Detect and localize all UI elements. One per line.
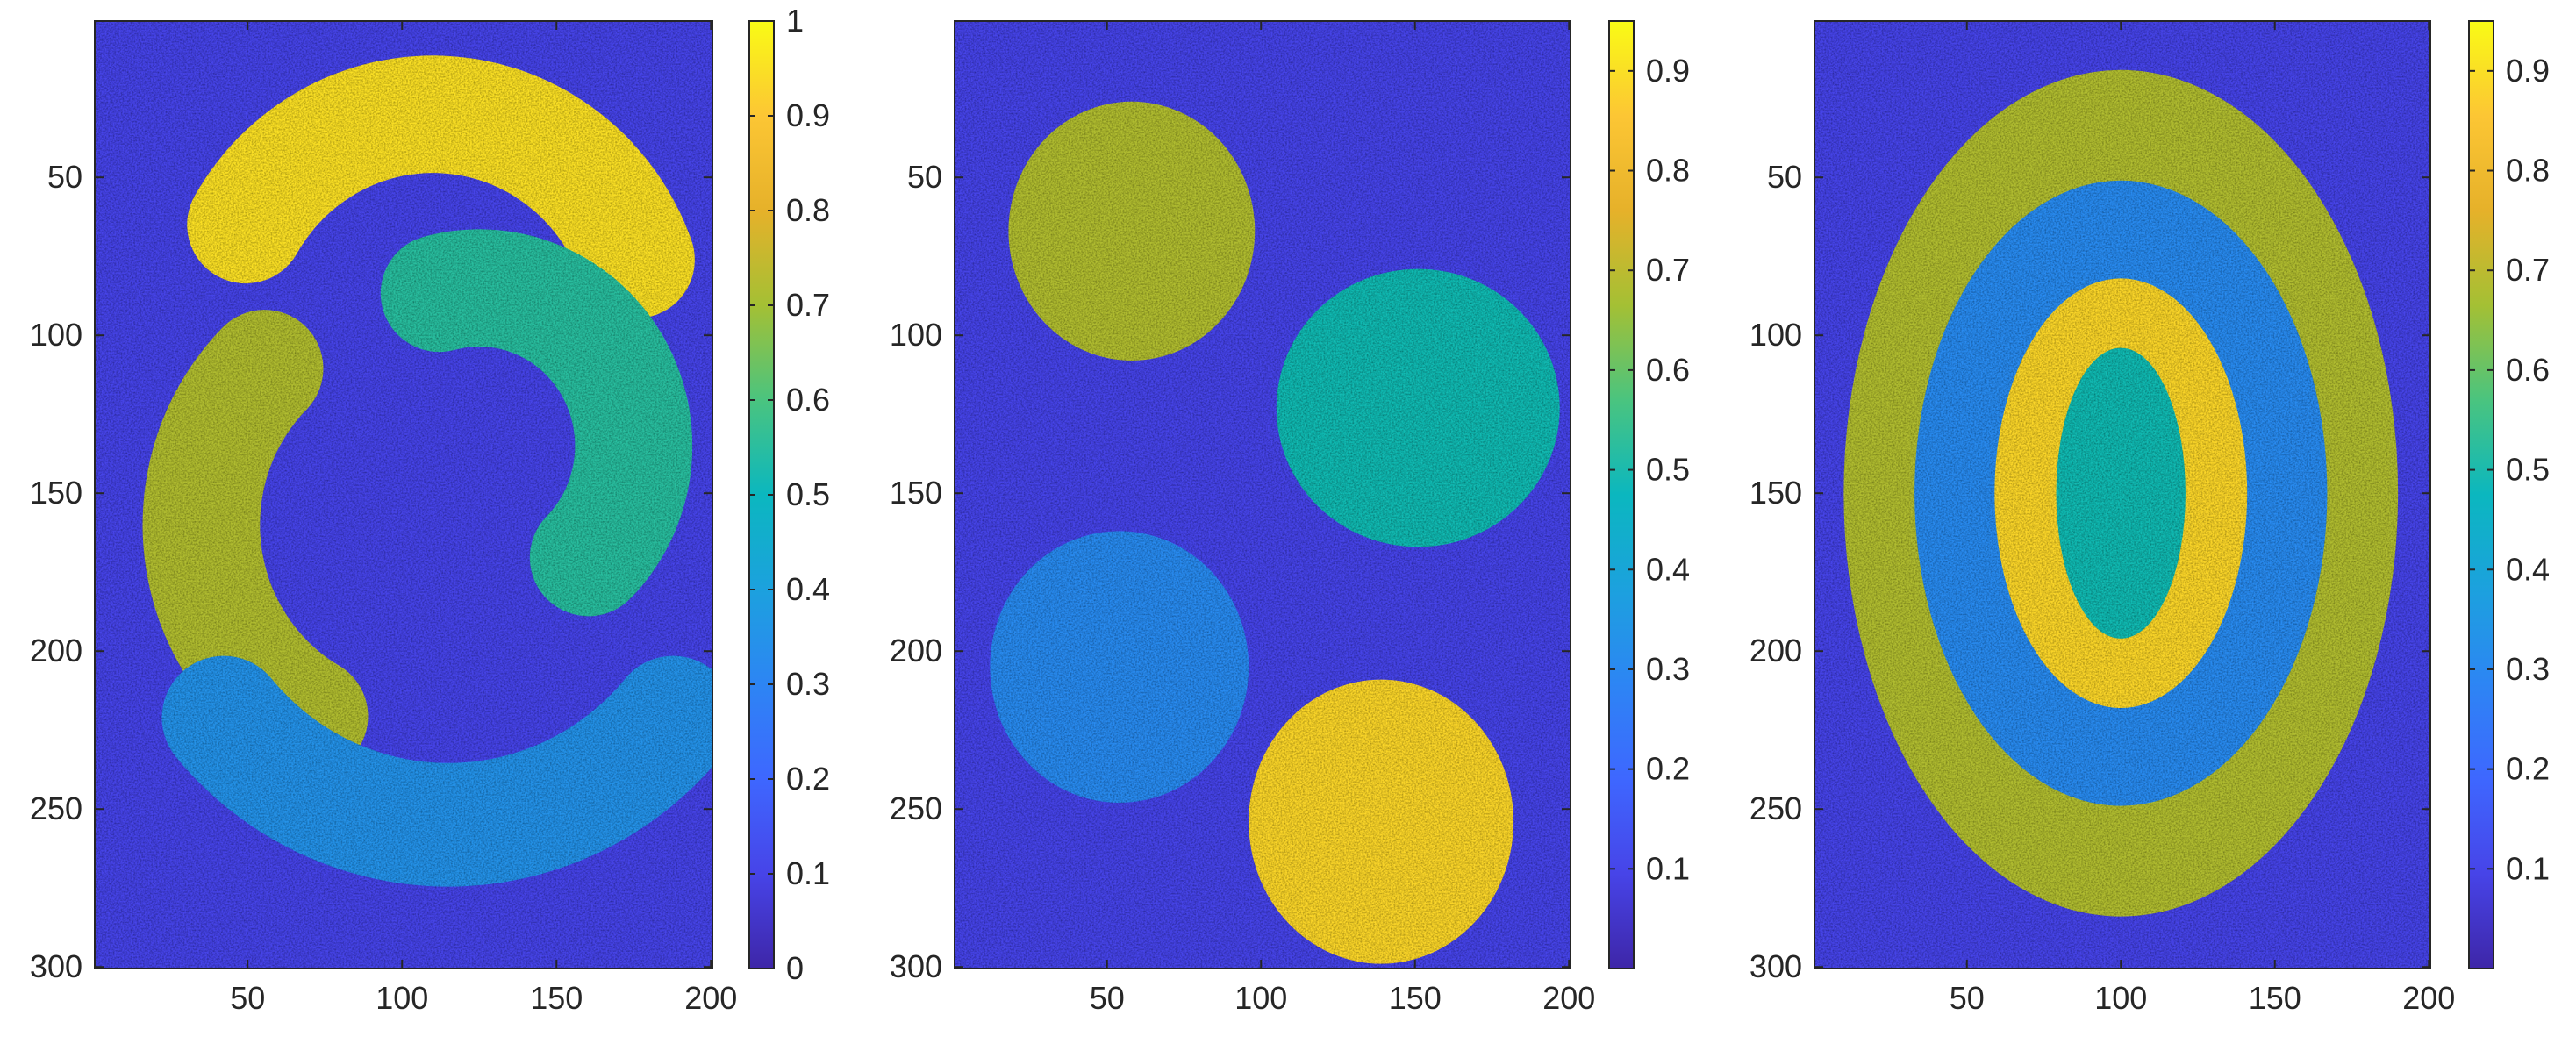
colorbar-tick-label: 0.8: [2506, 153, 2550, 189]
y-tick-label: 150: [890, 475, 942, 511]
x-tick-label: 50: [230, 980, 265, 1016]
x-tick-label: 150: [1389, 980, 1442, 1016]
colorbar-tick-label: 0.9: [1646, 53, 1690, 89]
colorbar-tick-label: 0.7: [1646, 252, 1690, 288]
colorbar-tick-label: 0.8: [1646, 153, 1690, 189]
y-tick-label: 100: [1750, 317, 1802, 353]
shape-right-disk: [1276, 268, 1560, 547]
x-tick-label: 100: [376, 980, 428, 1016]
x-tick-label: 200: [684, 980, 737, 1016]
x-tick-label: 50: [1090, 980, 1125, 1016]
colorbar-frame: [2468, 20, 2494, 969]
colorbar-tick-label: 0.3: [1646, 651, 1690, 687]
x-tick-label: 200: [1542, 980, 1595, 1016]
shape-bottom-arc: [161, 655, 712, 887]
colorbar-tick-label: 0.9: [2506, 53, 2550, 89]
x-tick-label: 150: [2249, 980, 2301, 1016]
colorbar-3: 0.1 0.2 0.3 0.4 0.5 0.6 0.7 0.8 0.9: [2468, 20, 2550, 969]
shape-inner-core: [2056, 347, 2186, 639]
colorbar-tick-label: 0.5: [1646, 452, 1690, 488]
shape-left-middle-arc: [380, 229, 693, 617]
y-tick-label: 250: [30, 790, 82, 826]
x-tick-label: 50: [1950, 980, 1985, 1016]
axis-frame: [1814, 20, 2431, 969]
y-tick-label: 50: [1767, 159, 1802, 195]
colorbar-gradient: [1609, 21, 1634, 969]
shape-bottom-right-disk: [1249, 679, 1514, 964]
colorbar-tick-label: 0.7: [786, 287, 830, 323]
y-tick-label: 200: [30, 633, 82, 668]
colorbar-tick-label: 0.4: [786, 571, 830, 607]
colorbar-tick-label: 0.1: [2506, 850, 2550, 886]
colorbar-tick-label: 0.1: [786, 855, 830, 891]
x-tick-label: 100: [1234, 980, 1287, 1016]
y-tick-label: 250: [1750, 790, 1802, 826]
colorbar-tick-label: 0.2: [786, 761, 830, 797]
y-tick-label: 300: [30, 948, 82, 984]
colorbar-tick-label: 0: [786, 950, 804, 986]
y-tick-label: 150: [1750, 475, 1802, 511]
axis-frame: [954, 20, 1571, 969]
colorbar-tick-label: 0.4: [2506, 551, 2550, 587]
y-tick-label: 100: [30, 317, 82, 353]
shape-bottom-left-disk: [990, 531, 1249, 803]
y-tick-label: 300: [890, 948, 942, 984]
colorbar-tick-label: 0.2: [2506, 751, 2550, 787]
panel-1: 50 100 150 200 50 100 150 200 250 300 0 0.1 0.2 0.3 0.…: [30, 3, 830, 1016]
axis-frame: [94, 20, 713, 969]
colorbar-tick-label: 0.6: [2506, 352, 2550, 388]
colorbar-tick-label: 0.9: [786, 97, 830, 133]
shape-top-left-disk: [1008, 101, 1256, 361]
x-tick-label: 100: [2094, 980, 2147, 1016]
heatmap-image-2: [955, 21, 1571, 969]
colorbar-tick-label: 1: [786, 3, 804, 39]
colorbar-1: 0 0.1 0.2 0.3 0.4 0.5 0.6 0.7 0.8 0.9 1: [748, 3, 830, 986]
colorbar-frame: [1608, 20, 1635, 969]
y-tick-label: 300: [1750, 948, 1802, 984]
x-tick-label: 200: [2402, 980, 2455, 1016]
colorbar-tick-label: 0.6: [786, 382, 830, 418]
heatmap-image-1: [95, 21, 712, 969]
colorbar-tick-label: 0.3: [786, 666, 830, 702]
y-tick-label: 50: [47, 159, 82, 195]
y-tick-label: 200: [1750, 633, 1802, 668]
panel-3: 50 100 150 200 50 100 150 200 250 300 0.1 0.2 0.3 0.4…: [1750, 20, 2550, 1016]
shape-top-arc: [187, 55, 695, 318]
y-tick-label: 250: [890, 790, 942, 826]
colorbar-tick-label: 0.1: [1646, 850, 1690, 886]
colorbar-tick-label: 0.7: [2506, 252, 2550, 288]
y-tick-label: 50: [907, 159, 942, 195]
colorbar-gradient: [2469, 21, 2494, 969]
colorbar-tick-label: 0.8: [786, 192, 830, 228]
colorbar-2: 0.1 0.2 0.3 0.4 0.5 0.6 0.7 0.8 0.9: [1608, 20, 1690, 969]
colorbar-tick-label: 0.2: [1646, 751, 1690, 787]
y-tick-label: 150: [30, 475, 82, 511]
x-tick-label: 150: [530, 980, 583, 1016]
y-tick-label: 200: [890, 633, 942, 668]
panel-2: 50 100 150 200 50 100 150 200 250 300 0.1 0.2 0.3 0.4…: [890, 20, 1690, 1016]
colorbar-tick-label: 0.6: [1646, 352, 1690, 388]
colorbar-tick-label: 0.3: [2506, 651, 2550, 687]
heatmap-image-3: [1814, 21, 2430, 969]
colorbar-tick-label: 0.5: [2506, 452, 2550, 488]
colorbar-tick-label: 0.4: [1646, 551, 1690, 587]
colorbar-tick-label: 0.5: [786, 476, 830, 512]
y-tick-label: 100: [890, 317, 942, 353]
